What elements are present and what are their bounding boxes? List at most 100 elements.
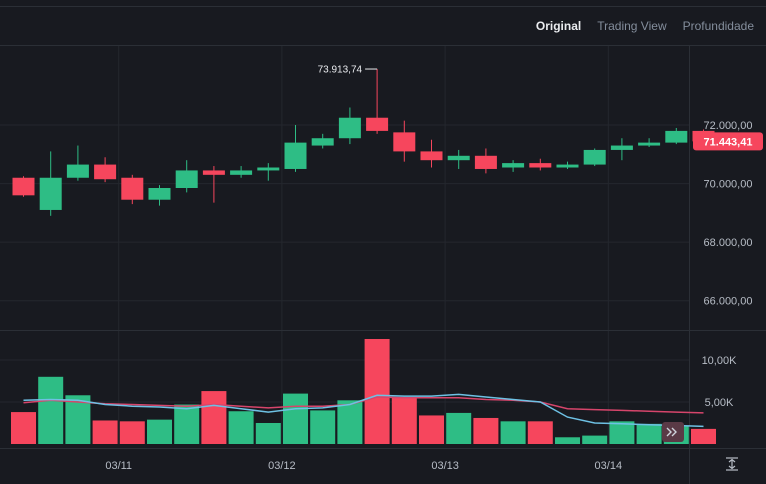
volume-bar — [473, 417, 499, 444]
chart-view-tabs: Original Trading View Profundidade — [520, 19, 754, 33]
candle-body — [529, 163, 552, 168]
candle-down — [474, 148, 497, 174]
candle-down — [366, 69, 389, 134]
current-price-label: 71.443,41 — [704, 136, 753, 148]
candle-down — [529, 158, 552, 171]
expand-button[interactable] — [722, 455, 742, 473]
candle-up — [66, 145, 89, 181]
vertical-expand-icon — [726, 457, 738, 471]
candle-body — [94, 164, 117, 180]
candle-up — [284, 125, 307, 172]
candle-body — [148, 188, 171, 200]
volume-bar — [92, 420, 118, 444]
volume-bar — [391, 396, 417, 444]
candle-body — [121, 177, 144, 200]
price-tick-label: 68.000,00 — [704, 237, 753, 249]
volume-bar — [446, 412, 472, 444]
volume-axis: 10,00K 5,00K — [702, 355, 738, 409]
volume-bar — [147, 419, 172, 444]
volume-bar — [65, 395, 91, 444]
volume-bar — [691, 428, 716, 444]
tab-original[interactable]: Original — [535, 19, 582, 33]
chart-grid — [0, 46, 766, 484]
candle-up — [447, 149, 470, 169]
volume-tick-label: 10,00K — [702, 355, 738, 367]
candle-body — [610, 145, 633, 150]
candle-down — [94, 157, 117, 183]
candle-body — [665, 130, 688, 143]
candle-body — [393, 132, 416, 152]
price-tick-label: 70.000,00 — [704, 179, 753, 191]
volume-bar — [582, 435, 608, 444]
candle-body — [638, 142, 661, 146]
tabs-divider — [0, 45, 766, 46]
candle-up — [583, 148, 606, 167]
time-tick-label: 03/14 — [595, 460, 623, 472]
volume-bar — [555, 437, 580, 444]
candle-body — [556, 164, 579, 168]
candle-up — [665, 127, 688, 145]
candle-body — [230, 170, 253, 175]
volume-bar — [310, 410, 336, 444]
candle-body — [257, 167, 280, 171]
volume-bar — [364, 339, 390, 444]
ma-fast-line — [23, 393, 704, 428]
volume-bar — [337, 400, 363, 444]
scroll-right-button[interactable] — [662, 422, 684, 442]
candle-down — [121, 174, 144, 205]
double-chevron-right-icon — [666, 427, 677, 437]
candle-body — [66, 164, 89, 178]
time-tick-label: 03/13 — [431, 460, 459, 472]
candle-body — [311, 138, 334, 146]
candle-body — [284, 142, 307, 169]
high-price-label: 73.913,74 — [318, 65, 363, 76]
volume-bar — [636, 423, 662, 444]
volume-moving-averages — [23, 393, 704, 428]
price-tick-label: 72.000,00 — [704, 120, 753, 132]
candle-up — [257, 163, 280, 181]
volume-bar — [38, 376, 64, 444]
volume-bar — [201, 391, 227, 444]
candle-up — [556, 161, 579, 169]
candle-body — [420, 151, 443, 161]
candle-body — [202, 170, 225, 175]
volume-bar — [174, 404, 200, 444]
top-divider — [0, 6, 766, 7]
candles-layer — [12, 69, 715, 216]
candle-up — [338, 107, 361, 145]
candle-body — [39, 177, 62, 210]
volume-bars-layer — [11, 339, 716, 444]
candle-body — [583, 149, 606, 165]
candle-down — [420, 139, 443, 168]
candle-body — [474, 155, 497, 169]
candle-up — [311, 133, 334, 149]
volume-tick-label: 5,00K — [705, 397, 734, 409]
candle-down — [12, 176, 35, 197]
candle-body — [447, 155, 470, 161]
price-axis: 72.000,00 70.000,00 68.000,00 66.000,00 — [704, 120, 753, 308]
current-price-tag: 71.443,41 — [693, 132, 763, 151]
volume-bar — [228, 411, 254, 444]
tab-profundidade[interactable]: Profundidade — [682, 19, 754, 33]
time-tick-label: 03/11 — [105, 460, 132, 472]
candle-up — [502, 160, 525, 172]
candle-up — [638, 138, 661, 148]
candle-body — [175, 170, 198, 188]
volume-bar — [119, 421, 145, 444]
volume-bar — [500, 421, 526, 444]
volume-bar — [255, 423, 281, 444]
ma-slow-line — [23, 396, 704, 414]
candle-body — [366, 117, 389, 131]
candle-down — [393, 120, 416, 162]
candle-body — [502, 163, 525, 168]
volume-bar — [283, 393, 308, 444]
time-axis: 03/11 03/12 03/13 03/14 — [105, 460, 622, 472]
tab-trading-view[interactable]: Trading View — [597, 19, 667, 33]
candle-up — [175, 160, 198, 193]
candle-body — [338, 117, 361, 139]
candle-up — [610, 138, 633, 161]
price-tick-label: 66.000,00 — [704, 296, 753, 308]
time-tick-label: 03/12 — [268, 460, 296, 472]
candle-up — [39, 151, 62, 216]
